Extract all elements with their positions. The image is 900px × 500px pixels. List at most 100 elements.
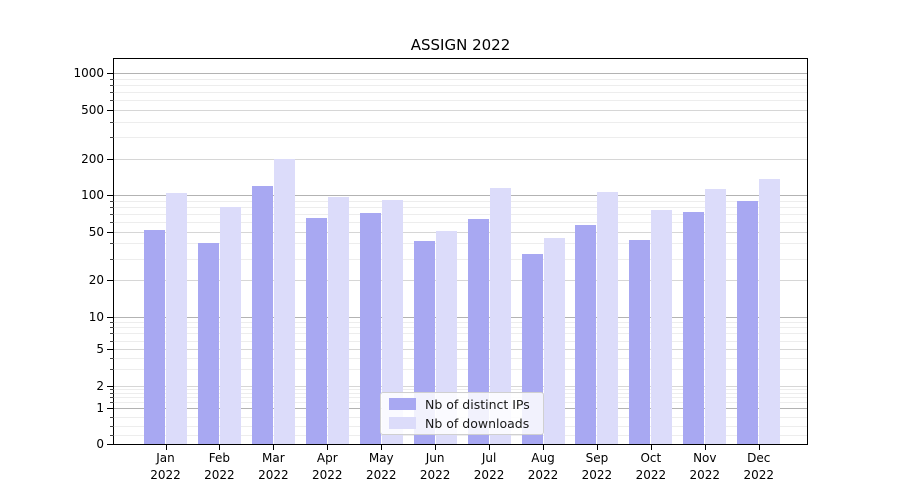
bar-downloads: [543, 238, 565, 444]
y-gridline: [114, 280, 807, 281]
x-tick-mark: [596, 445, 598, 450]
plot-area: Nb of distinct IPs Nb of downloads: [113, 58, 808, 445]
x-tick-label: Nov 2022: [689, 451, 721, 482]
x-tick-label: Dec 2022: [743, 451, 774, 482]
bar-distinct-ips: [683, 211, 705, 444]
x-tick-label: Feb 2022: [204, 451, 235, 482]
x-tick-mark: [165, 445, 167, 450]
bar-downloads: [327, 196, 349, 444]
y-minor-gridline: [114, 321, 807, 323]
y-minor-gridline: [114, 137, 807, 139]
bar-distinct-ips: [251, 186, 273, 444]
y-minor-gridline: [114, 78, 807, 80]
bar-downloads: [597, 191, 619, 444]
y-tick-label: 2: [96, 378, 104, 393]
bar-downloads: [705, 189, 727, 444]
y-minor-tick-mark: [110, 213, 114, 215]
bar-distinct-ips: [575, 224, 597, 444]
y-gridline: [114, 349, 807, 351]
bar-downloads: [219, 207, 241, 444]
legend-swatch-distinct-ips: [389, 398, 416, 410]
x-tick-mark: [489, 445, 491, 450]
y-minor-gridline: [114, 100, 807, 102]
y-minor-tick-mark: [110, 340, 114, 342]
y-tick-mark: [107, 159, 114, 161]
y-minor-gridline: [114, 85, 807, 87]
x-tick-label: Aug 2022: [527, 451, 559, 482]
bar-downloads: [489, 188, 511, 444]
y-minor-gridline: [114, 340, 807, 342]
bar-distinct-ips: [197, 243, 219, 444]
x-tick-label: Jun 2022: [419, 451, 451, 482]
y-tick-mark: [107, 231, 114, 233]
x-tick-mark: [381, 445, 383, 450]
y-tick-label: 100: [81, 188, 104, 202]
y-tick-mark: [107, 349, 114, 351]
x-tick-mark: [327, 445, 329, 450]
legend-label-distinct-ips: Nb of distinct IPs: [425, 396, 530, 412]
y-minor-tick-mark: [110, 258, 114, 260]
y-tick-mark: [107, 444, 114, 445]
y-tick-mark: [107, 73, 114, 75]
y-minor-tick-mark: [110, 435, 114, 437]
y-minor-tick-mark: [110, 392, 114, 394]
y-gridline: [114, 195, 807, 196]
bar-downloads: [435, 230, 457, 444]
legend-label-downloads: Nb of downloads: [425, 415, 530, 431]
chart-title: ASSIGN 2022: [410, 36, 511, 54]
legend-swatch-downloads: [389, 417, 416, 429]
x-tick-mark: [704, 445, 706, 450]
y-minor-tick-mark: [110, 243, 114, 245]
y-gridline: [114, 159, 807, 161]
y-minor-tick-mark: [110, 200, 114, 202]
y-minor-gridline: [114, 388, 807, 390]
legend: Nb of distinct IPs Nb of downloads: [380, 392, 544, 435]
y-minor-tick-mark: [110, 388, 114, 390]
y-minor-tick-mark: [110, 85, 114, 87]
x-tick-label: Sep 2022: [581, 451, 613, 482]
y-minor-gridline: [114, 243, 807, 245]
y-tick-label: 5: [96, 342, 104, 357]
bar-downloads: [651, 210, 673, 444]
y-tick-mark: [107, 408, 114, 410]
x-tick-label: Oct 2022: [635, 451, 667, 482]
y-minor-tick-mark: [110, 333, 114, 335]
y-tick-label: 1: [96, 401, 104, 416]
legend-item-distinct-ips: Nb of distinct IPs: [389, 396, 535, 412]
y-tick-label: 500: [81, 103, 104, 117]
bar-distinct-ips: [467, 218, 489, 444]
y-tick-label: 50: [88, 224, 104, 239]
y-minor-gridline: [114, 369, 807, 371]
bar-downloads: [381, 199, 403, 444]
y-gridline: [114, 316, 807, 318]
y-minor-gridline: [114, 435, 807, 437]
y-minor-tick-mark: [110, 358, 114, 360]
y-minor-gridline: [114, 258, 807, 260]
legend-item-downloads: Nb of downloads: [389, 415, 535, 431]
y-minor-gridline: [114, 206, 807, 208]
y-minor-gridline: [114, 213, 807, 215]
x-tick-label: Jul 2022: [473, 451, 505, 482]
y-minor-gridline: [114, 200, 807, 202]
y-minor-tick-mark: [110, 426, 114, 428]
x-tick-mark: [650, 445, 652, 450]
y-gridline: [114, 73, 807, 75]
y-minor-tick-mark: [110, 78, 114, 80]
x-tick-mark: [219, 445, 221, 450]
bar-downloads: [273, 159, 295, 444]
y-minor-gridline: [114, 333, 807, 335]
x-tick-label: Apr 2022: [312, 451, 343, 482]
y-gridline: [114, 231, 807, 233]
y-tick-mark: [107, 110, 114, 111]
y-minor-tick-mark: [110, 321, 114, 323]
y-minor-tick-mark: [110, 402, 114, 404]
y-minor-tick-mark: [110, 100, 114, 102]
y-minor-tick-mark: [110, 92, 114, 94]
y-minor-tick-mark: [110, 137, 114, 139]
y-minor-tick-mark: [110, 369, 114, 371]
y-minor-tick-mark: [110, 122, 114, 123]
y-minor-gridline: [114, 222, 807, 224]
bar-distinct-ips: [737, 201, 759, 444]
y-minor-tick-mark: [110, 397, 114, 399]
